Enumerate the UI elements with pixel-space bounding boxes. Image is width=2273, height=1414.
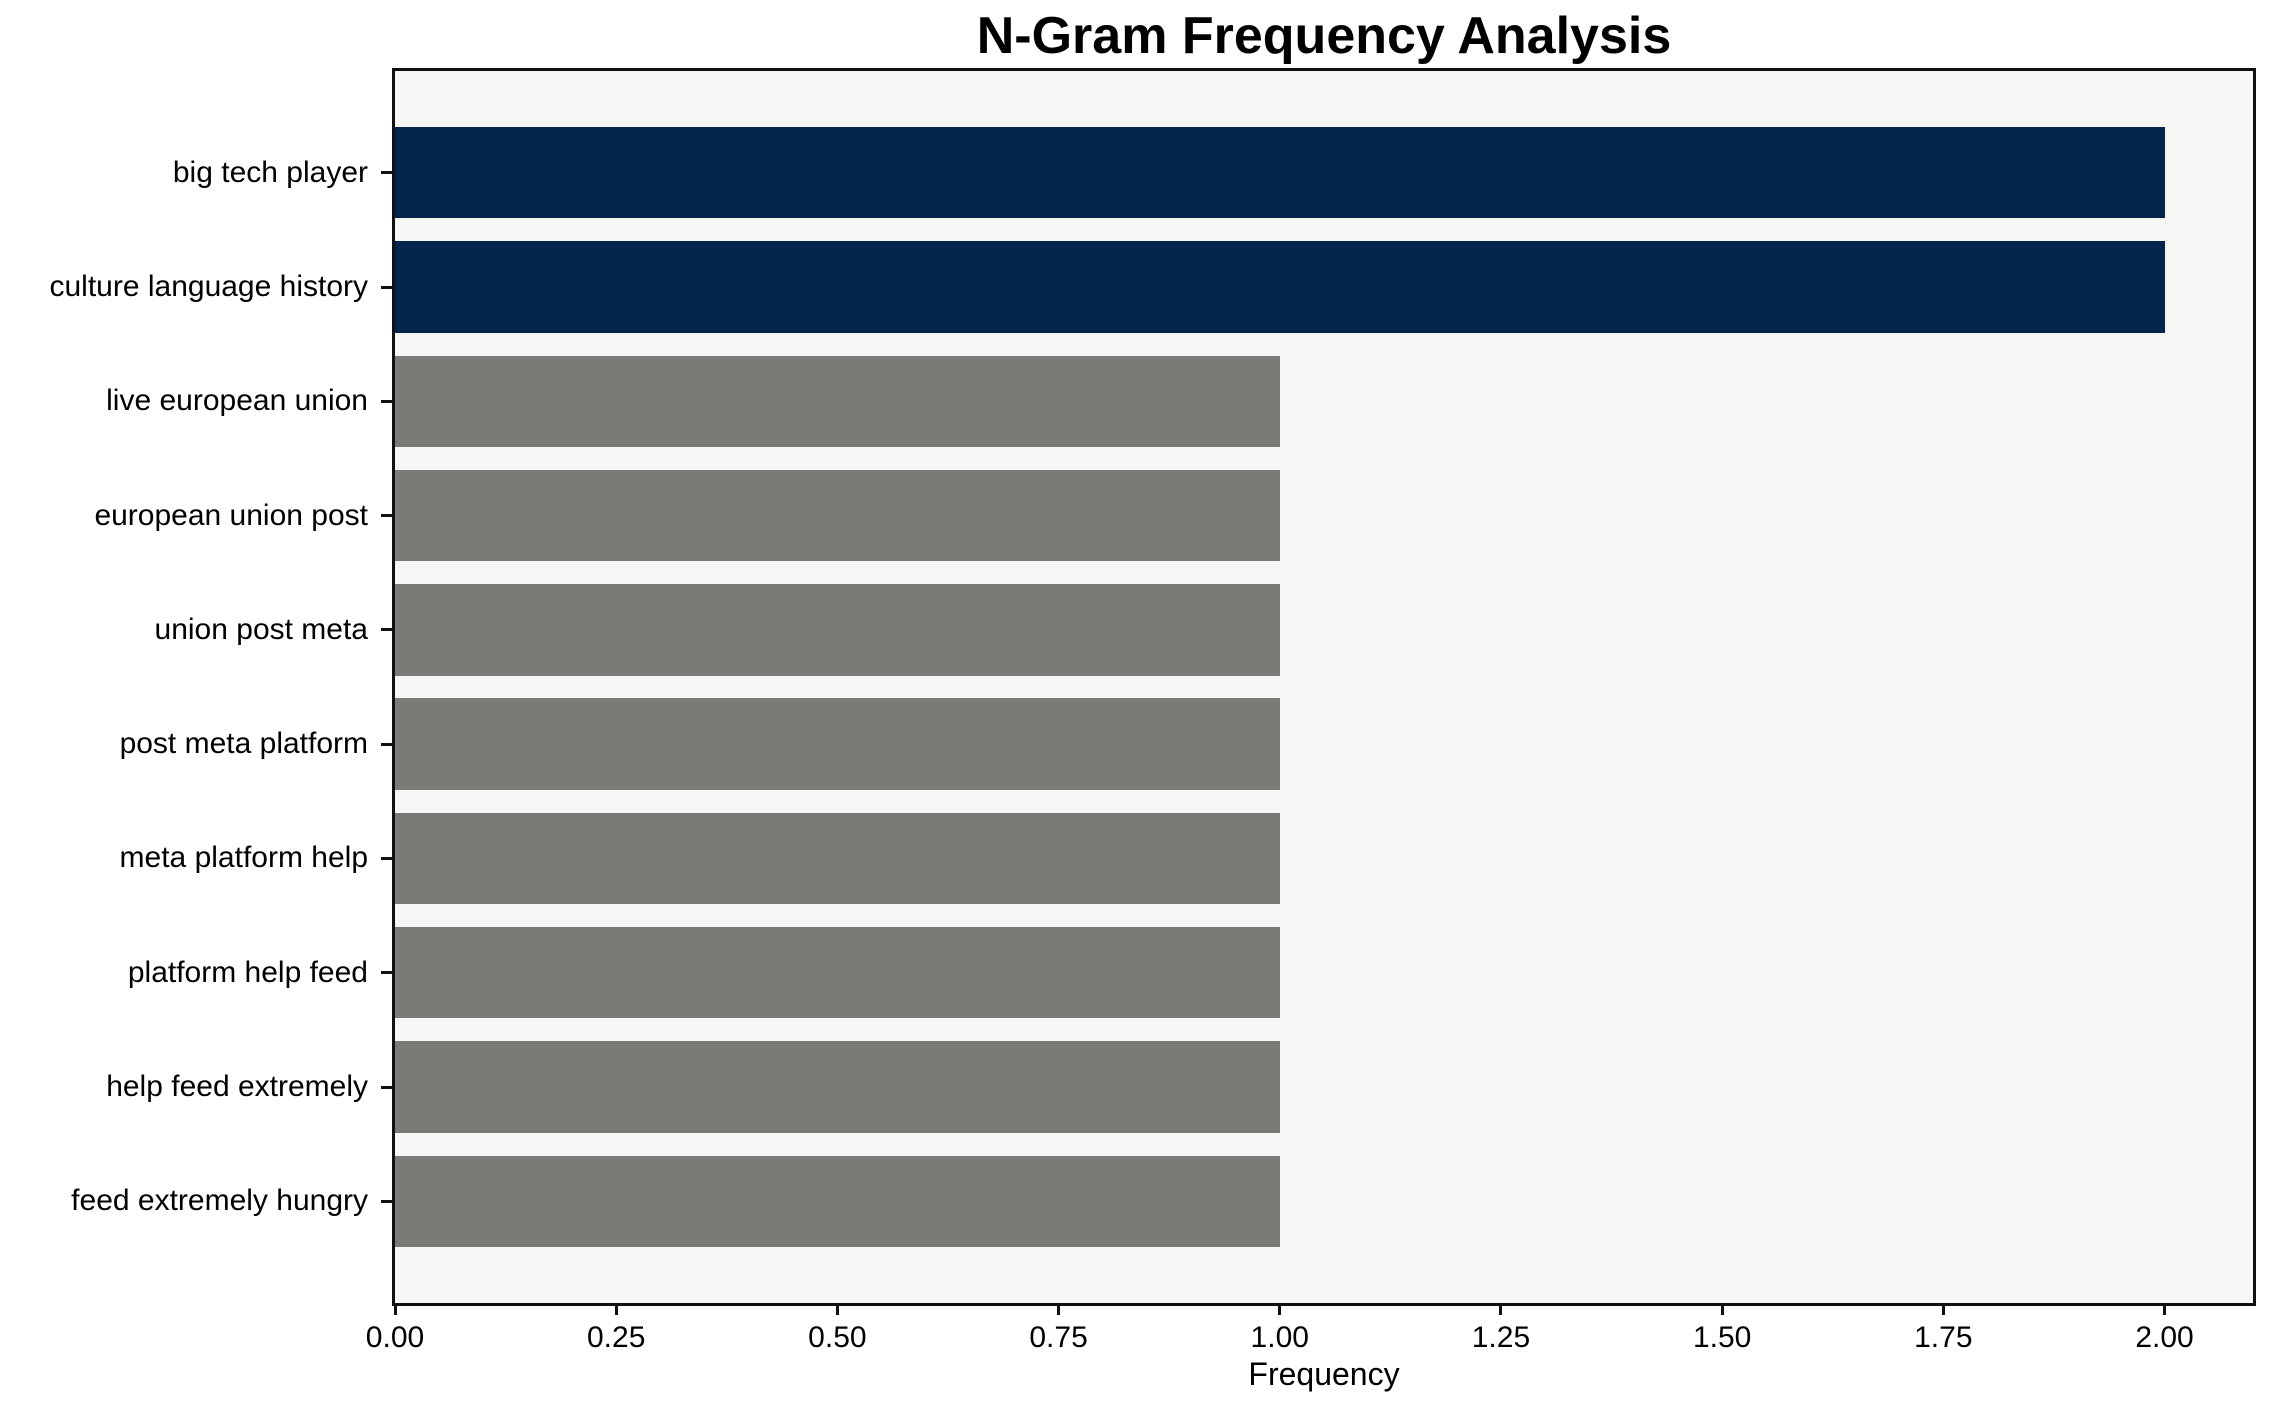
y-tick-label-platform-help-feed: platform help feed: [127, 955, 368, 989]
x-tick-label-1.50: 1.50: [1692, 1321, 1752, 1354]
y-tick-mark: [381, 742, 392, 746]
plot-area: [392, 68, 2256, 1306]
x-tick-mark: [835, 1303, 839, 1315]
x-tick-mark: [1941, 1303, 1945, 1315]
bar-feed-extremely-hungry: [395, 1155, 1280, 1247]
x-tick-label-1.75: 1.75: [1914, 1321, 1973, 1354]
x-tick-mark: [614, 1303, 618, 1315]
x-tick-label-0.00: 0.00: [365, 1321, 425, 1354]
y-tick-mark: [381, 399, 392, 403]
y-tick-mark: [381, 856, 392, 860]
y-axis: big tech player culture language history l…: [0, 71, 392, 1303]
y-tick-mark: [381, 1085, 392, 1089]
bar-help-feed-extremely: [395, 1041, 1280, 1133]
x-tick-label-1.00: 1.00: [1250, 1321, 1309, 1354]
bar-union-post-meta: [395, 584, 1280, 676]
y-tick-mark: [381, 171, 392, 175]
y-tick-mark: [381, 971, 392, 975]
y-tick-label-european-union-post: european union post: [94, 498, 368, 532]
x-tick-label-0.25: 0.25: [586, 1321, 646, 1354]
x-tick-mark: [1057, 1303, 1061, 1315]
x-tick-mark: [1499, 1303, 1503, 1315]
x-tick-label-0.50: 0.50: [808, 1321, 867, 1354]
bar-platform-help-feed: [395, 927, 1280, 1019]
x-tick-mark: [2163, 1303, 2167, 1315]
y-tick-label-big-tech-player: big tech player: [172, 155, 368, 189]
y-tick-label-live-european-union: live european union: [106, 384, 368, 418]
bar-meta-platform-help: [395, 812, 1280, 905]
y-tick-label-meta-platform-help: meta platform help: [119, 841, 368, 875]
y-tick-label-help-feed-extremely: help feed extremely: [106, 1070, 368, 1103]
x-axis-label: Frequency: [1248, 1356, 1400, 1392]
x-tick-mark: [1720, 1303, 1724, 1315]
y-tick-mark: [381, 628, 392, 632]
x-tick-label-0.75: 0.75: [1029, 1321, 1088, 1354]
bar-post-meta-platform: [395, 698, 1280, 790]
chart-title: N-Gram Frequency Analysis: [976, 7, 1672, 65]
y-tick-mark: [381, 514, 392, 518]
y-tick-label-post-meta-platform: post meta platform: [119, 727, 368, 761]
y-tick-label-union-post-meta: union post meta: [154, 612, 368, 646]
bar-big-tech-player: [395, 127, 2165, 219]
y-tick-label-feed-extremely-hungry: feed extremely hungry: [71, 1184, 368, 1218]
bar-live-european-union: [395, 355, 1280, 447]
y-tick-label-culture-language-history: culture language history: [49, 270, 368, 303]
y-tick-mark: [381, 285, 392, 289]
x-tick-label-1.25: 1.25: [1471, 1321, 1531, 1354]
y-tick-mark: [381, 1199, 392, 1203]
x-tick-mark: [1278, 1303, 1282, 1315]
x-tick-mark: [393, 1303, 397, 1315]
bar-european-union-post: [395, 469, 1280, 562]
x-axis: 0.00 0.25 0.50 0.75 1.00 1.25 1.50 1.75 2.00: [366, 1303, 2253, 1383]
bar-culture-language-history: [395, 241, 2165, 333]
x-tick-label-2.00: 2.00: [2135, 1321, 2194, 1354]
